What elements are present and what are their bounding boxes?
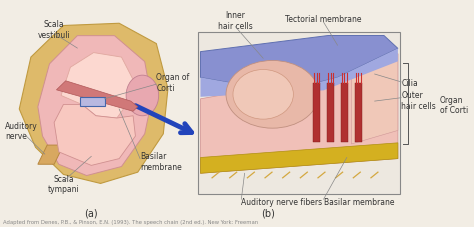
Text: (a): (a): [84, 209, 98, 219]
Text: Organ
of Corti: Organ of Corti: [440, 96, 468, 115]
Polygon shape: [351, 54, 398, 144]
Text: Outer
hair cells: Outer hair cells: [401, 91, 436, 111]
Polygon shape: [38, 36, 152, 175]
Ellipse shape: [226, 60, 319, 128]
Ellipse shape: [126, 75, 159, 116]
Text: Adapted from Denes, P.B., & Pinson, E.N. (1993). The speech chain (2nd ed.). New: Adapted from Denes, P.B., & Pinson, E.N.…: [3, 220, 258, 225]
Polygon shape: [38, 145, 64, 164]
Bar: [313, 83, 320, 142]
Polygon shape: [61, 53, 133, 118]
Polygon shape: [54, 104, 136, 165]
Text: Basilar
membrane: Basilar membrane: [140, 152, 182, 172]
Text: Scala
tympani: Scala tympani: [47, 175, 79, 194]
Bar: [198, 32, 400, 194]
Bar: [341, 83, 348, 142]
Text: Auditory
nerve: Auditory nerve: [5, 122, 38, 141]
Ellipse shape: [233, 69, 293, 119]
Bar: [355, 83, 362, 142]
Polygon shape: [201, 48, 398, 97]
Polygon shape: [201, 54, 398, 173]
Text: Cilia: Cilia: [401, 79, 418, 88]
Text: (b): (b): [261, 209, 275, 219]
Polygon shape: [201, 35, 398, 92]
Text: Basilar membrane: Basilar membrane: [324, 198, 394, 207]
Polygon shape: [19, 23, 168, 183]
Text: Auditory nerve fibers: Auditory nerve fibers: [241, 198, 322, 207]
Bar: [80, 96, 105, 106]
Text: Organ of
Corti: Organ of Corti: [156, 73, 190, 93]
Text: Scala
vestibuli: Scala vestibuli: [38, 20, 71, 40]
Text: Inner
hair cells: Inner hair cells: [218, 11, 253, 31]
Bar: [327, 83, 334, 142]
Polygon shape: [56, 81, 138, 111]
Text: Tectorial membrane: Tectorial membrane: [285, 15, 362, 24]
Polygon shape: [201, 143, 398, 173]
